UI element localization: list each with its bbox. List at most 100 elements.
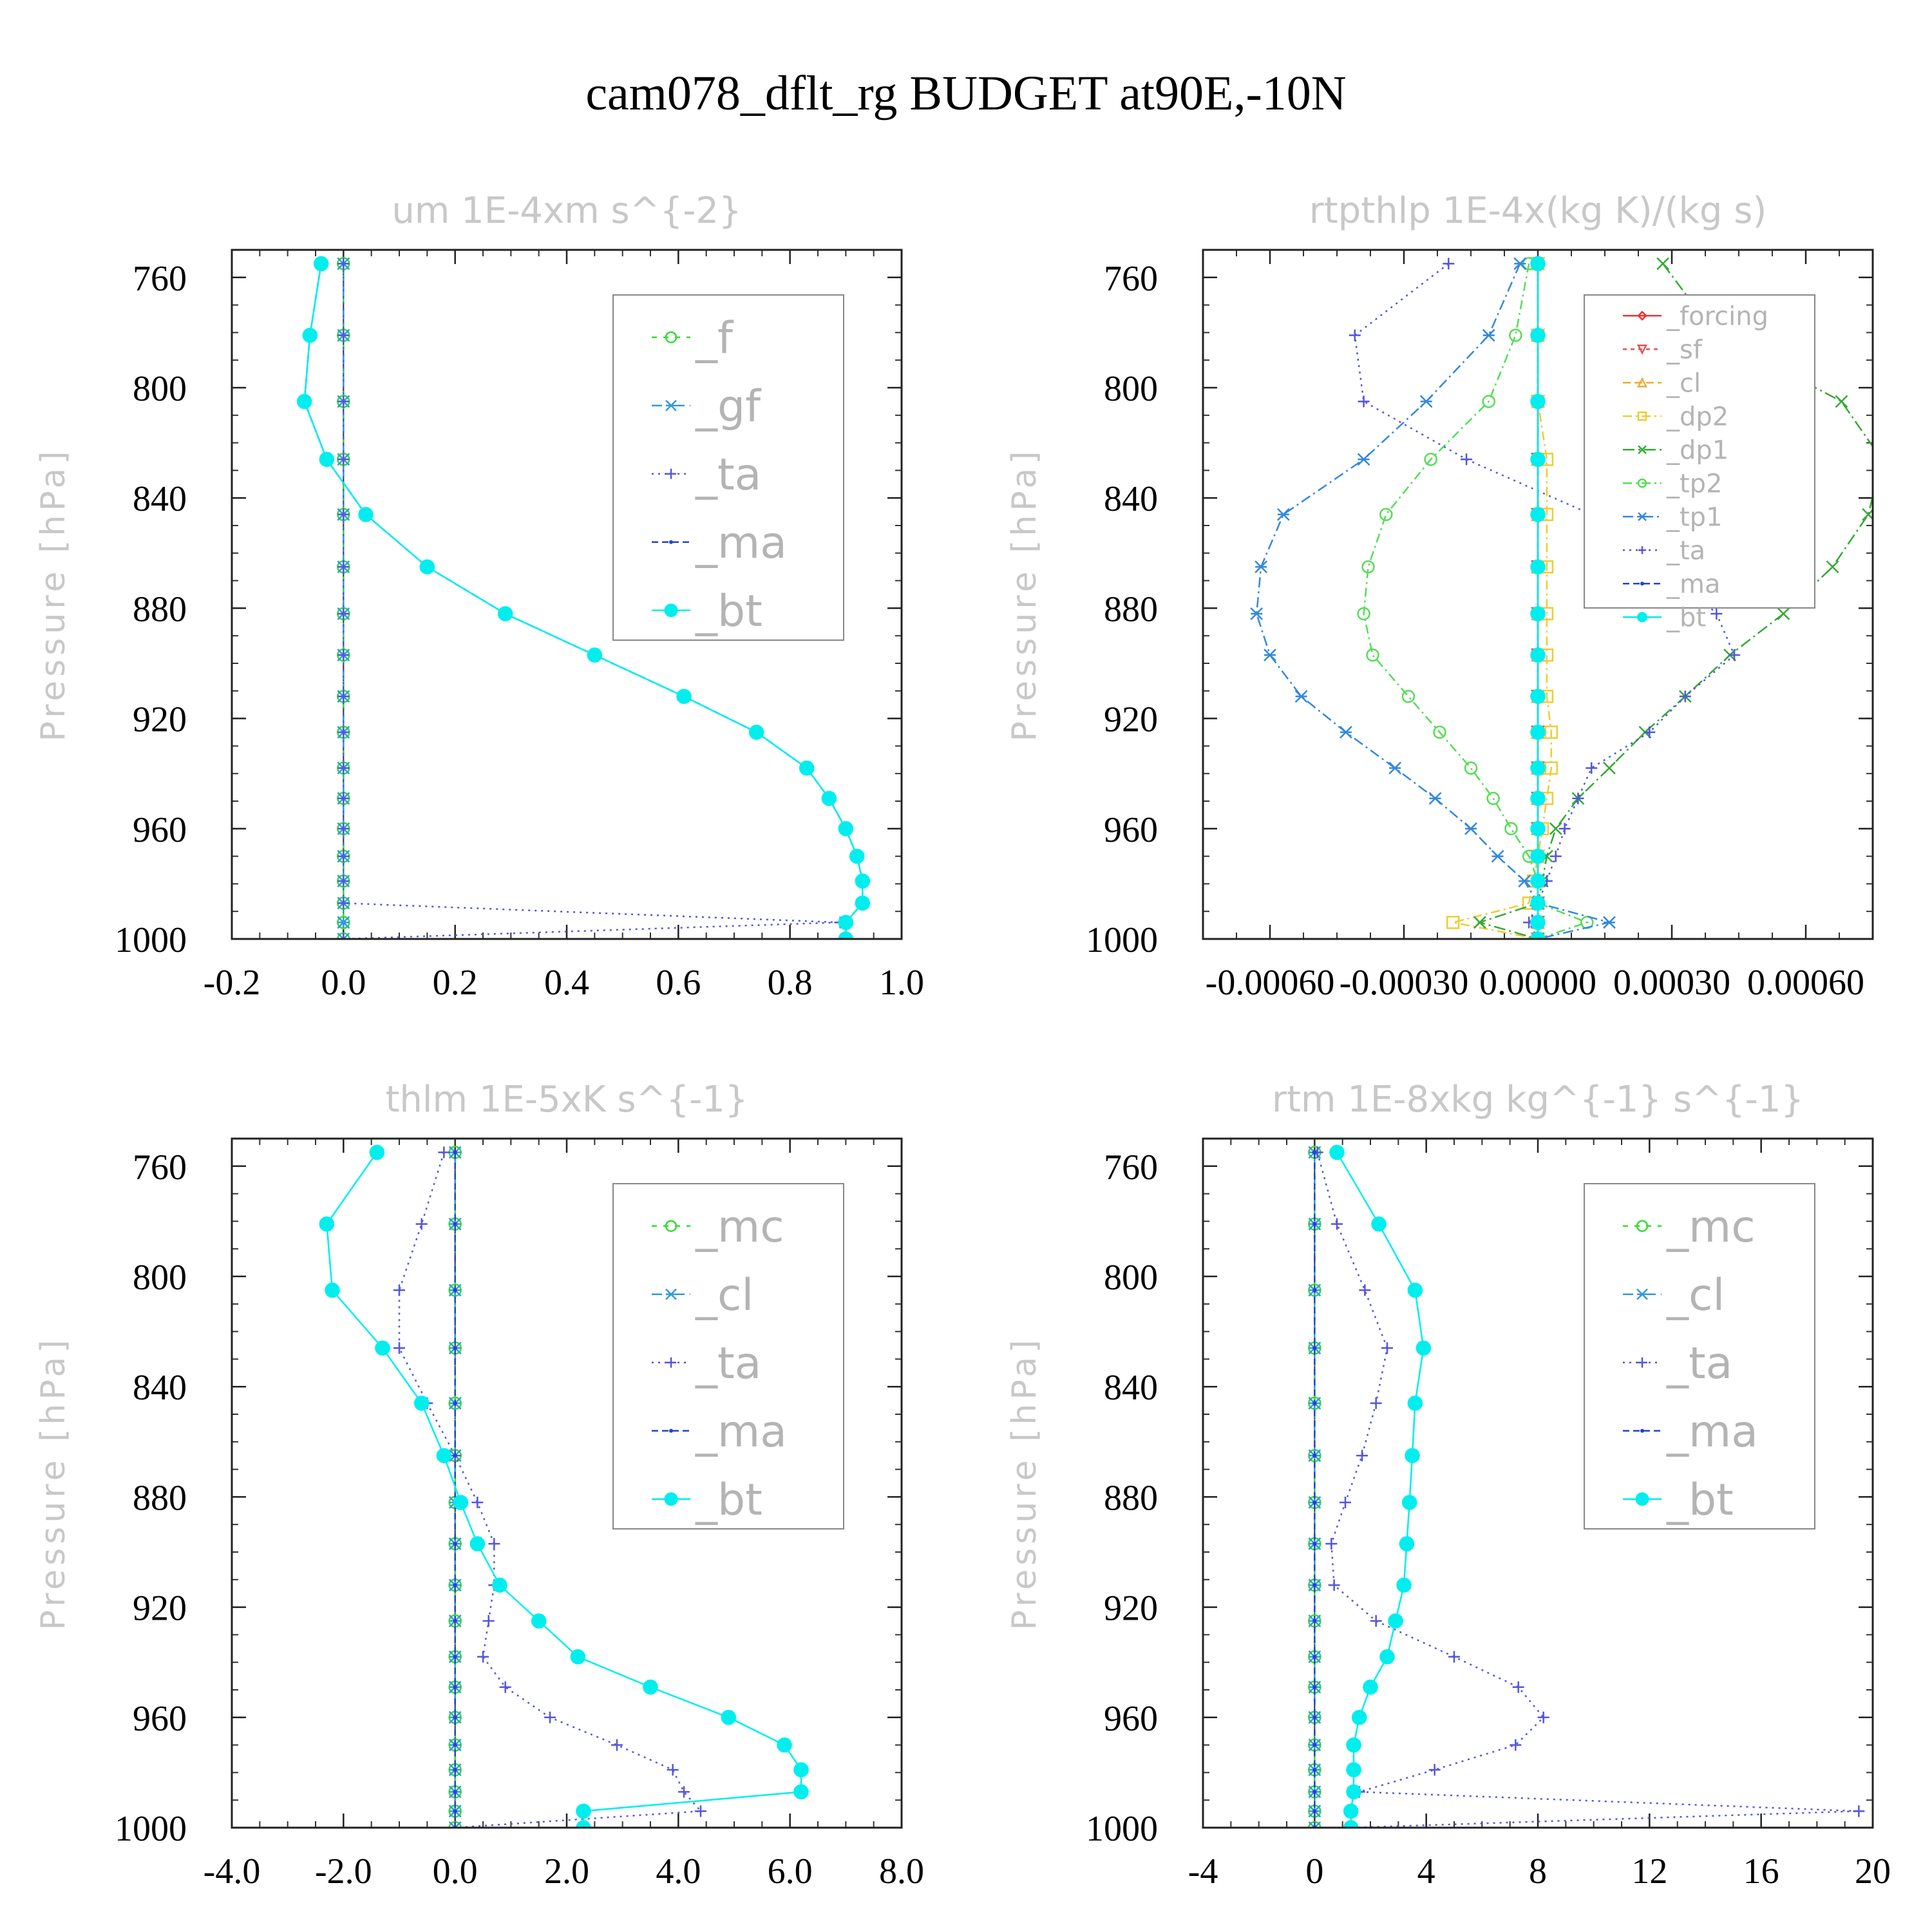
data-point: [337, 792, 350, 804]
y-tick-label: 800: [133, 369, 187, 409]
data-point: [1530, 647, 1546, 663]
data-point: [1530, 821, 1546, 837]
data-point: [643, 1679, 658, 1695]
data-point: [469, 1536, 486, 1551]
data-point: [393, 1284, 405, 1296]
data-point: [497, 606, 513, 621]
data-point: [838, 914, 854, 931]
data-point: [453, 1346, 457, 1350]
data-point: [1530, 931, 1546, 939]
y-axis-label: Pressure [hPa]: [34, 448, 73, 742]
legend-label: _bt: [1666, 1475, 1734, 1526]
data-point: [1509, 328, 1522, 342]
data-point: [1544, 761, 1558, 775]
y-tick-label: 920: [1104, 1589, 1158, 1629]
data-point: [1312, 1715, 1317, 1719]
data-point: [337, 690, 350, 703]
legend-marker: [1636, 1288, 1648, 1300]
data-point: [1679, 690, 1691, 703]
y-tick-label: 880: [133, 1478, 187, 1518]
x-tick-label: -0.00060: [1206, 963, 1335, 1003]
data-point: [1603, 916, 1616, 929]
y-tick-label: 1000: [1086, 1809, 1158, 1849]
data-point: [1346, 1737, 1361, 1753]
x-tick-label: 0.8: [768, 963, 813, 1003]
legend: _f _gf _ta _ma _bt: [612, 294, 844, 641]
data-point: [576, 1803, 591, 1819]
data-point: [337, 762, 350, 774]
x-tick-label: 4: [1417, 1852, 1435, 1891]
x-tick-label: 8.0: [879, 1852, 924, 1891]
data-point: [1473, 916, 1486, 929]
data-point: [1346, 1762, 1361, 1777]
legend-marker: [1640, 1428, 1644, 1433]
data-point: [453, 1583, 457, 1587]
data-point: [313, 256, 329, 272]
data-point: [302, 327, 318, 343]
data-point: [453, 1809, 457, 1814]
data-point: [1491, 849, 1504, 863]
data-point: [748, 724, 764, 740]
data-point: [1643, 726, 1656, 738]
legend-label: _ta: [1666, 536, 1705, 566]
data-point: [531, 1613, 547, 1629]
data-point: [1346, 1784, 1361, 1800]
plot-frame: [1202, 249, 1874, 940]
legend-marker: [1637, 310, 1647, 321]
data-point: [1853, 1805, 1865, 1817]
data-point: [337, 933, 350, 939]
y-tick-label: 800: [1104, 369, 1158, 409]
panel-title: rtm 1E-8xkg kg^{-1} s^{-1}: [1272, 1079, 1804, 1121]
data-point: [453, 1790, 457, 1794]
data-point: [453, 1654, 457, 1659]
y-tick-label: 960: [133, 1699, 187, 1739]
data-point: [695, 1805, 706, 1817]
legend-marker: [1636, 344, 1648, 355]
data-point: [1312, 1346, 1317, 1350]
data-point: [477, 1651, 489, 1663]
data-point: [453, 1495, 469, 1510]
y-tick-label: 880: [1104, 1478, 1158, 1518]
legend: _forcing _sf _cl_dp2 _dp1_tp2 _tp1_ta _ma_bt: [1584, 294, 1815, 633]
plot-frame: [231, 1137, 903, 1829]
data-point: [1549, 850, 1562, 862]
legend: _mc _cl _ta _ma _bt: [612, 1183, 844, 1530]
series-tp1: [1250, 257, 1616, 939]
x-tick-label: 0.0: [433, 1852, 478, 1891]
series-line: [1452, 263, 1553, 939]
legend-label: _ma: [1666, 570, 1720, 600]
legend-marker: [669, 540, 673, 544]
legend-marker: [665, 399, 677, 412]
data-point: [1530, 559, 1546, 574]
data-point: [1530, 393, 1546, 410]
data-point: [1399, 1536, 1415, 1551]
y-tick-label: 840: [1104, 479, 1158, 519]
data-point: [570, 1649, 586, 1665]
data-point: [369, 1144, 385, 1160]
data-point: [1358, 395, 1370, 408]
data-point: [1325, 1538, 1338, 1550]
x-tick-label: 2.0: [544, 1852, 589, 1891]
legend-marker: [1637, 478, 1647, 488]
data-point: [1357, 453, 1370, 466]
x-tick-label: 16: [1743, 1852, 1779, 1891]
data-point: [777, 1737, 792, 1753]
x-tick-label: 6.0: [768, 1852, 813, 1891]
data-point: [676, 688, 692, 705]
legend-box: [1584, 1183, 1815, 1530]
data-point: [482, 1615, 495, 1627]
data-point: [1371, 1216, 1387, 1232]
data-point: [855, 873, 871, 889]
data-point: [821, 790, 837, 806]
data-point: [1544, 725, 1558, 739]
data-point: [1356, 1450, 1368, 1462]
data-point: [1388, 761, 1402, 775]
data-point: [1401, 1495, 1417, 1510]
legend-label: _dp2: [1666, 402, 1728, 432]
legend-label: _ma: [695, 1406, 787, 1457]
data-point: [325, 1282, 340, 1298]
data-point: [1826, 560, 1839, 574]
data-point: [1572, 792, 1584, 804]
data-point: [1486, 791, 1500, 805]
data-point: [1777, 607, 1790, 620]
